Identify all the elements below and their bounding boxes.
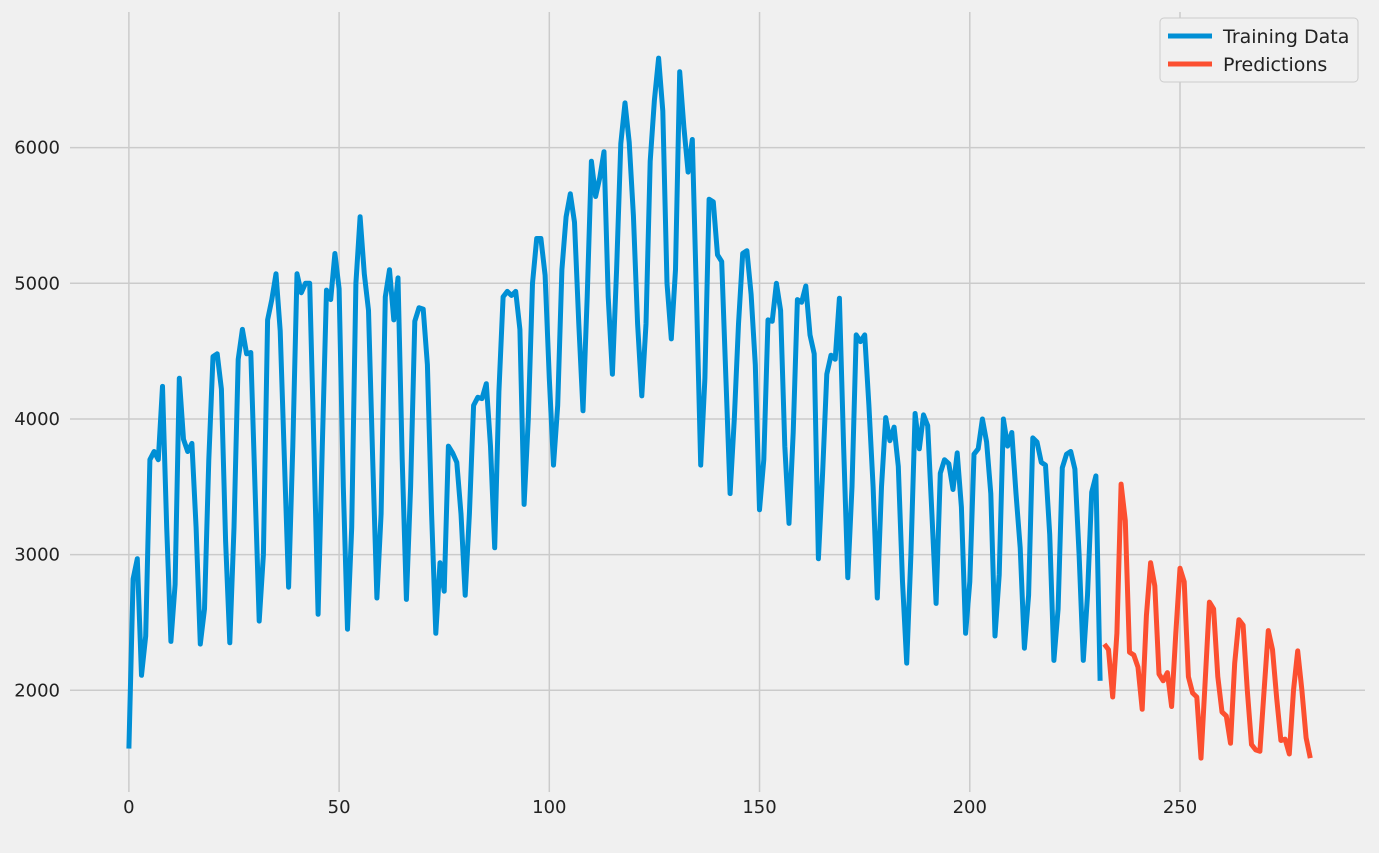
x-tick-label-50: 50 bbox=[328, 797, 351, 818]
legend-label-training-data: Training Data bbox=[1222, 26, 1349, 48]
tick-labels: 0 50 100 150 200 250 2000 3000 4000 5000 6000 bbox=[14, 138, 1197, 818]
y-tick-label-4000: 4000 bbox=[14, 409, 60, 430]
y-tick-label-6000: 6000 bbox=[14, 138, 60, 159]
y-tick-label-5000: 5000 bbox=[14, 273, 60, 294]
legend-label-predictions: Predictions bbox=[1223, 54, 1327, 76]
series-line-training-data bbox=[126, 55, 1103, 749]
series-line-predictions bbox=[1102, 481, 1313, 761]
y-tick-label-2000: 2000 bbox=[14, 680, 60, 701]
x-tick-label-200: 200 bbox=[953, 797, 987, 818]
grid bbox=[70, 12, 1365, 792]
x-tick-label-250: 250 bbox=[1163, 797, 1197, 818]
x-tick-label-0: 0 bbox=[123, 797, 134, 818]
x-tick-label-150: 150 bbox=[742, 797, 776, 818]
y-tick-label-3000: 3000 bbox=[14, 545, 60, 566]
legend: Training Data Predictions bbox=[1159, 17, 1359, 83]
series-layer bbox=[126, 55, 1313, 761]
x-tick-label-100: 100 bbox=[532, 797, 566, 818]
